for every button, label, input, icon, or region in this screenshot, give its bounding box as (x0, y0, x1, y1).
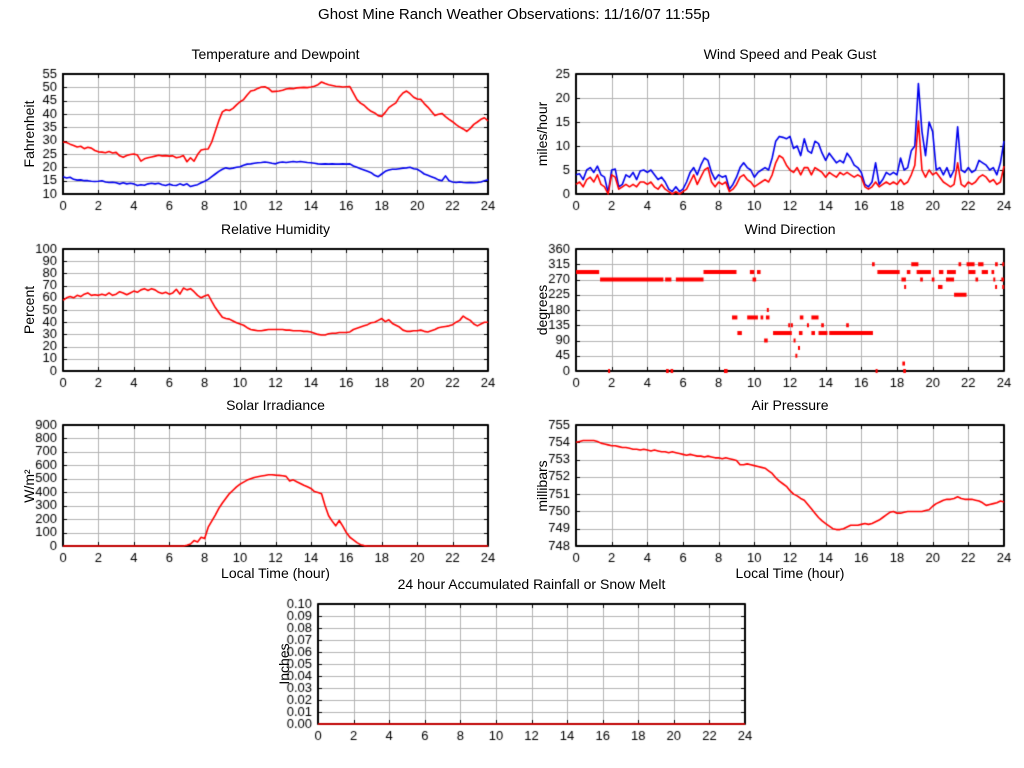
chart-title-solar-irradiance: Solar Irradiance (226, 397, 325, 413)
x-axis-label-local-time-pressure: Local Time (hour) (735, 565, 845, 581)
chart-title-air-pressure: Air Pressure (751, 397, 829, 413)
chart-title-relative-humidity: Relative Humidity (221, 221, 330, 237)
y-axis-label-percent: Percent (21, 285, 37, 335)
air-pressure-plot (576, 425, 1004, 546)
chart-title-rainfall: 24 hour Accumulated Rainfall or Snow Mel… (397, 576, 666, 592)
y-axis-label-degrees: degrees (534, 284, 550, 336)
wind-direction-plot (576, 249, 1004, 371)
x-axis-label-local-time-solar: Local Time (hour) (221, 565, 330, 581)
rainfall-plot (318, 604, 745, 724)
chart-title-temperature-dewpoint: Temperature and Dewpoint (191, 46, 360, 62)
chart-title-wind-direction: Wind Direction (744, 221, 836, 237)
relative-humidity-plot (63, 249, 488, 371)
chart-title-wind-speed-gust: Wind Speed and Peak Gust (703, 46, 877, 62)
y-axis-label-fahrenheit: Fahrenheit (21, 100, 37, 168)
y-axis-label-millibars: millibars (534, 459, 550, 512)
temperature-dewpoint-plot (63, 74, 488, 194)
y-axis-label-miles-per-hour: miles/hour (534, 101, 550, 167)
y-axis-label-watts-per-m2: W/m² (21, 468, 37, 503)
solar-irradiance-plot (63, 425, 488, 546)
y-axis-label-inches: Inches (276, 643, 292, 685)
page-title: Ghost Mine Ranch Weather Observations: 1… (318, 6, 710, 23)
wind-speed-gust-plot (576, 74, 1004, 194)
